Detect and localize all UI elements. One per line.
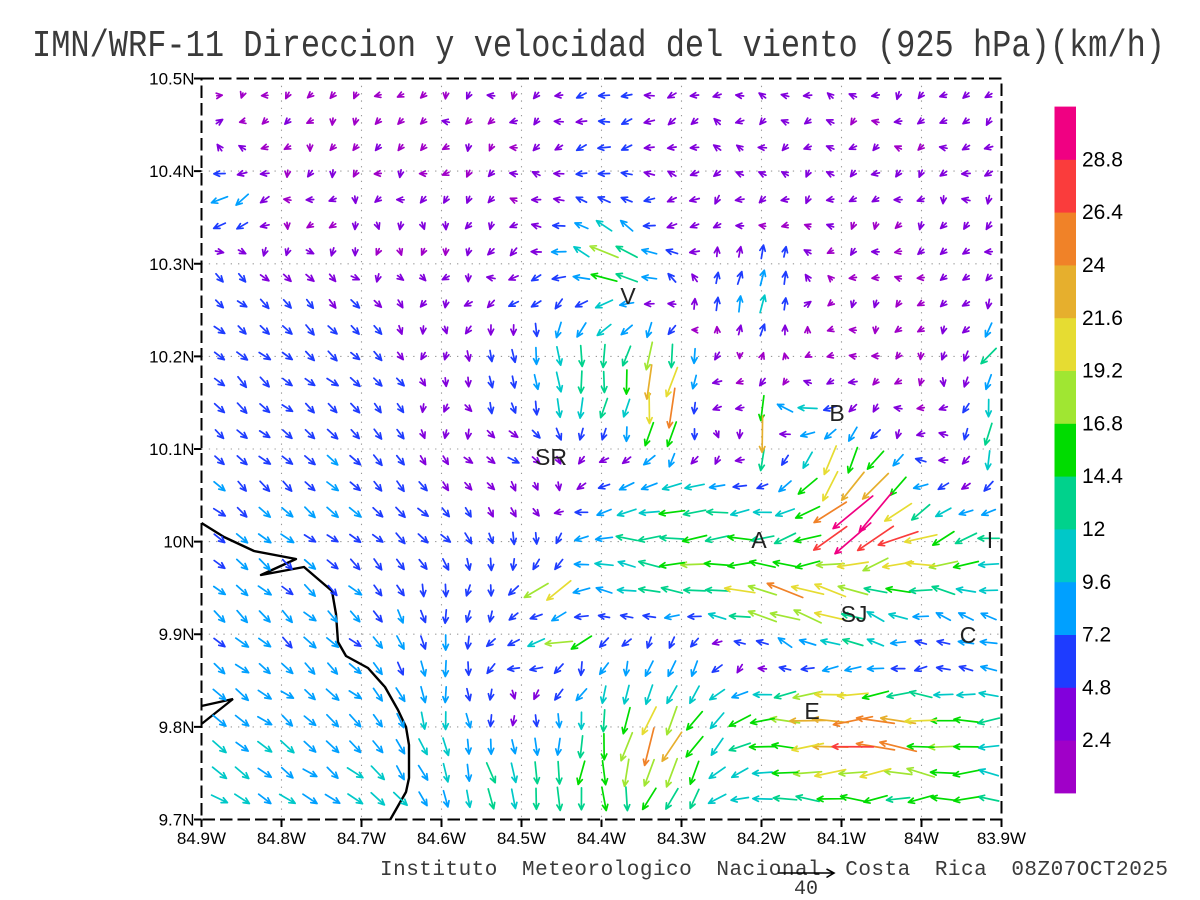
svg-text:E: E	[804, 698, 819, 724]
svg-text:84.6W: 84.6W	[417, 829, 466, 848]
svg-text:9.7N: 9.7N	[159, 811, 195, 830]
svg-text:7.2: 7.2	[1082, 624, 1111, 647]
svg-text:SJ: SJ	[841, 601, 868, 627]
svg-text:10.3N: 10.3N	[149, 255, 194, 274]
svg-text:2.4: 2.4	[1082, 729, 1112, 752]
svg-text:84.5W: 84.5W	[497, 829, 546, 848]
svg-text:V: V	[620, 283, 636, 309]
svg-text:A: A	[751, 527, 767, 553]
svg-text:9.6: 9.6	[1082, 571, 1111, 594]
svg-text:84.9W: 84.9W	[177, 829, 226, 848]
svg-text:9.8N: 9.8N	[159, 718, 195, 737]
svg-text:40: 40	[794, 878, 818, 900]
svg-text:4.8: 4.8	[1082, 676, 1111, 699]
svg-text:84.7W: 84.7W	[337, 829, 386, 848]
svg-text:10.1N: 10.1N	[149, 440, 194, 459]
svg-text:IMN/WRF-11 Direccion y velocid: IMN/WRF-11 Direccion y velocidad del vie…	[32, 25, 1165, 68]
svg-text:84.1W: 84.1W	[817, 829, 866, 848]
svg-text:84.8W: 84.8W	[257, 829, 306, 848]
svg-text:84.3W: 84.3W	[657, 829, 706, 848]
svg-text:I: I	[987, 527, 993, 553]
svg-text:10N: 10N	[163, 533, 194, 552]
svg-text:83.9W: 83.9W	[977, 829, 1026, 848]
svg-text:21.6: 21.6	[1082, 307, 1123, 330]
svg-text:24: 24	[1082, 254, 1106, 277]
svg-text:10.5N: 10.5N	[149, 70, 194, 89]
svg-text:19.2: 19.2	[1082, 360, 1123, 383]
svg-text:84W: 84W	[904, 829, 939, 848]
svg-text:84.4W: 84.4W	[577, 829, 626, 848]
svg-text:84.2W: 84.2W	[737, 829, 786, 848]
svg-text:12: 12	[1082, 518, 1105, 541]
svg-text:SR: SR	[535, 444, 567, 470]
svg-text:14.4: 14.4	[1082, 465, 1123, 488]
svg-text:28.8: 28.8	[1082, 148, 1123, 171]
svg-text:Instituto Meteorologico Nacion: Instituto Meteorologico Nacional Costa R…	[380, 859, 1168, 882]
svg-text:9.9N: 9.9N	[159, 625, 195, 644]
svg-text:10.4N: 10.4N	[149, 162, 194, 181]
svg-text:10.2N: 10.2N	[149, 347, 194, 366]
svg-text:B: B	[829, 400, 844, 426]
svg-text:C: C	[960, 622, 977, 648]
svg-text:16.8: 16.8	[1082, 412, 1123, 435]
svg-text:26.4: 26.4	[1082, 201, 1123, 224]
